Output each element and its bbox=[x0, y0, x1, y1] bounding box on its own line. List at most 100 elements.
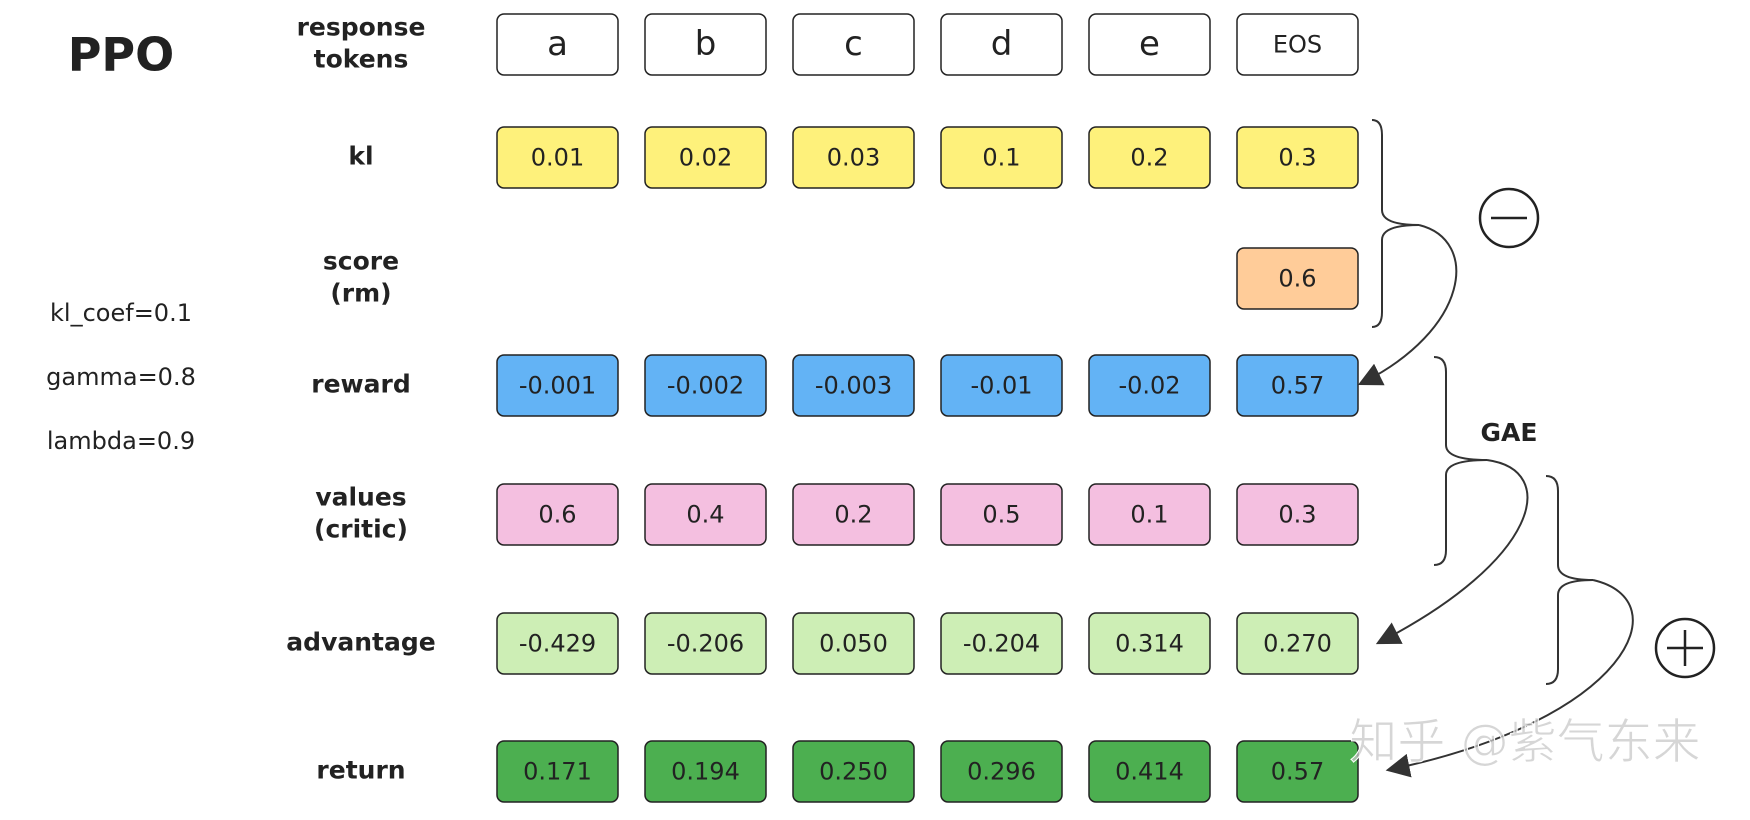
cell-value: 0.050 bbox=[819, 630, 888, 658]
brace bbox=[1545, 475, 1594, 685]
cell-value: -0.429 bbox=[519, 630, 596, 658]
cell bbox=[644, 740, 767, 803]
cell-value: 0.6 bbox=[1278, 265, 1316, 293]
cell bbox=[644, 483, 767, 546]
cell-value: d bbox=[991, 24, 1013, 64]
cell-value: 0.57 bbox=[1271, 758, 1324, 786]
arrow bbox=[1375, 459, 1529, 645]
row-label: reward bbox=[311, 370, 410, 399]
cell bbox=[1236, 483, 1359, 546]
cell-value: 0.2 bbox=[1130, 144, 1168, 172]
cell bbox=[940, 483, 1063, 546]
cell-value: 0.57 bbox=[1271, 372, 1324, 400]
cell-value: 0.414 bbox=[1115, 758, 1184, 786]
cell-value: 0.296 bbox=[967, 758, 1036, 786]
cell bbox=[792, 612, 915, 675]
cell-value: -0.206 bbox=[667, 630, 744, 658]
row-label: values bbox=[315, 483, 406, 512]
cell-value: b bbox=[695, 24, 717, 64]
cell-value: 0.2 bbox=[834, 501, 872, 529]
brace bbox=[1433, 356, 1488, 566]
cell bbox=[1236, 126, 1359, 189]
cell-value: -0.01 bbox=[970, 372, 1032, 400]
cell-value: 0.270 bbox=[1263, 630, 1332, 658]
cell bbox=[1088, 612, 1211, 675]
row-label: tokens bbox=[314, 45, 409, 74]
cell-value: 0.03 bbox=[827, 144, 880, 172]
cell bbox=[1236, 13, 1359, 76]
cell bbox=[496, 13, 619, 76]
cell bbox=[940, 13, 1063, 76]
row-label: kl bbox=[348, 142, 373, 171]
rows: response tokens a b c d e EOS kl 0.01 0.02 0.03 0.1 0… bbox=[286, 13, 1359, 803]
cell bbox=[496, 612, 619, 675]
cell bbox=[792, 126, 915, 189]
cell-value: -0.204 bbox=[963, 630, 1040, 658]
cell-value: 0.4 bbox=[686, 501, 724, 529]
cell bbox=[644, 13, 767, 76]
cell bbox=[1088, 126, 1211, 189]
cell-value: -0.001 bbox=[519, 372, 596, 400]
cell-value: 0.250 bbox=[819, 758, 888, 786]
row-label: (rm) bbox=[330, 279, 391, 308]
row-label: (critic) bbox=[314, 515, 408, 544]
cell bbox=[940, 740, 1063, 803]
brace bbox=[1371, 119, 1420, 328]
cell bbox=[1236, 612, 1359, 675]
cell bbox=[496, 126, 619, 189]
cell-value: 0.3 bbox=[1278, 501, 1316, 529]
cell-value: e bbox=[1139, 24, 1160, 64]
row-label: response bbox=[297, 13, 426, 42]
param: gamma=0.8 bbox=[46, 363, 196, 391]
cell bbox=[644, 354, 767, 417]
cell bbox=[496, 483, 619, 546]
param: lambda=0.9 bbox=[47, 427, 195, 455]
params: kl_coef=0.1 gamma=0.8 lambda=0.9 bbox=[46, 299, 196, 455]
minus-icon bbox=[1478, 187, 1540, 249]
cell-value: 0.1 bbox=[982, 144, 1020, 172]
gae-label: GAE bbox=[1481, 418, 1538, 447]
cell bbox=[644, 612, 767, 675]
cell bbox=[940, 126, 1063, 189]
cell-value: c bbox=[844, 24, 863, 64]
row-label: score bbox=[323, 247, 399, 276]
row-label: advantage bbox=[286, 628, 435, 657]
cell-value: 0.6 bbox=[538, 501, 576, 529]
arrow bbox=[1385, 579, 1634, 778]
arrow bbox=[1357, 224, 1458, 386]
plus-icon bbox=[1654, 617, 1716, 679]
cell bbox=[496, 354, 619, 417]
cell-value: 0.3 bbox=[1278, 144, 1316, 172]
cell bbox=[1236, 247, 1359, 310]
cell-value: -0.003 bbox=[815, 372, 892, 400]
cell bbox=[1088, 483, 1211, 546]
cell bbox=[1088, 354, 1211, 417]
cell-value: 0.194 bbox=[671, 758, 740, 786]
cell-value: 0.5 bbox=[982, 501, 1020, 529]
cell bbox=[1236, 354, 1359, 417]
cell bbox=[940, 612, 1063, 675]
cell-value: 0.01 bbox=[531, 144, 584, 172]
param: kl_coef=0.1 bbox=[50, 299, 192, 327]
cell bbox=[792, 740, 915, 803]
cell bbox=[1236, 740, 1359, 803]
cell-value: 0.171 bbox=[523, 758, 592, 786]
cell-value: 0.1 bbox=[1130, 501, 1168, 529]
cell bbox=[792, 483, 915, 546]
cell bbox=[940, 354, 1063, 417]
cell-value: -0.02 bbox=[1118, 372, 1180, 400]
cell-value: a bbox=[547, 24, 568, 64]
cell bbox=[644, 126, 767, 189]
cell bbox=[792, 13, 915, 76]
row-label: return bbox=[316, 756, 405, 785]
cell-value: -0.002 bbox=[667, 372, 744, 400]
cell bbox=[496, 740, 619, 803]
cell-value: 0.314 bbox=[1115, 630, 1184, 658]
cell-value: EOS bbox=[1273, 31, 1322, 59]
cell bbox=[792, 354, 915, 417]
cell bbox=[1088, 740, 1211, 803]
cell bbox=[1088, 13, 1211, 76]
title: PPO bbox=[68, 28, 175, 82]
cell-value: 0.02 bbox=[679, 144, 732, 172]
